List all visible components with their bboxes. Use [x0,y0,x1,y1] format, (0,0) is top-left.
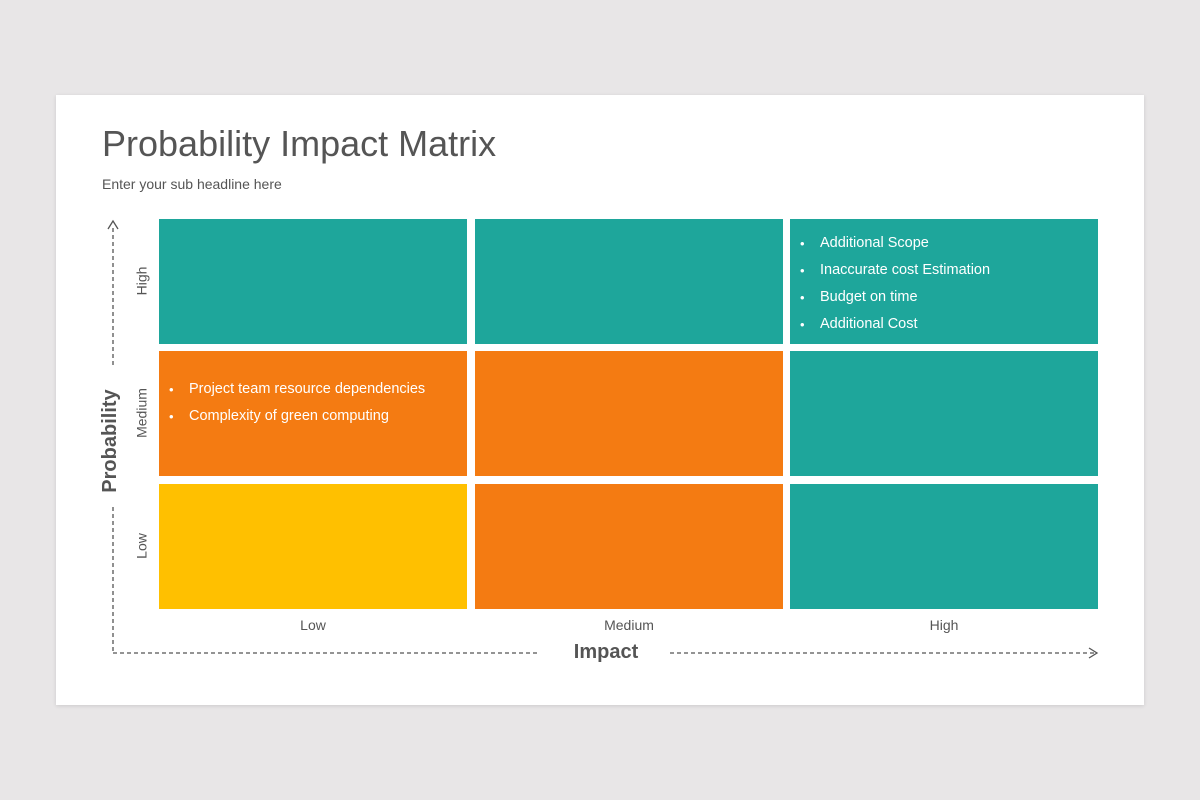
page-subtitle: Enter your sub headline here [102,176,282,192]
cell-medium-medium [475,351,783,476]
list-item: Additional Cost [790,311,1098,338]
risk-list-medium-low: Project team resource dependencies Compl… [159,376,437,430]
cell-high-high: Additional Scope Inaccurate cost Estimat… [790,219,1098,344]
row-label-medium: Medium [133,388,150,438]
x-axis-arrow-icon [1088,647,1099,659]
row-label-high: High [133,266,150,296]
y-axis-arrow-icon [107,219,119,230]
list-item: Additional Scope [790,230,1098,257]
list-item: Project team resource dependencies [159,376,437,403]
col-label-high: High [929,617,959,633]
col-label-low: Low [300,617,326,633]
row-label-low: Low [133,533,150,559]
risk-list-high-high: Additional Scope Inaccurate cost Estimat… [790,230,1098,338]
x-axis-title: Impact [573,641,639,663]
cell-low-low [159,484,467,609]
axis-arrows [107,219,1099,659]
list-item: Complexity of green computing [159,403,437,430]
col-label-medium: Medium [604,617,654,633]
cell-medium-high [790,351,1098,476]
cell-medium-low: Project team resource dependencies Compl… [159,351,467,476]
cell-low-medium [475,484,783,609]
page-title: Probability Impact Matrix [102,123,497,164]
y-axis-title: Probability [99,389,121,493]
list-item: Inaccurate cost Estimation [790,257,1098,284]
cell-high-low [159,219,467,344]
cell-low-high [790,484,1098,609]
slide: Probability Impact Matrix Enter your sub… [56,95,1144,705]
cell-high-medium [475,219,783,344]
list-item: Budget on time [790,284,1098,311]
